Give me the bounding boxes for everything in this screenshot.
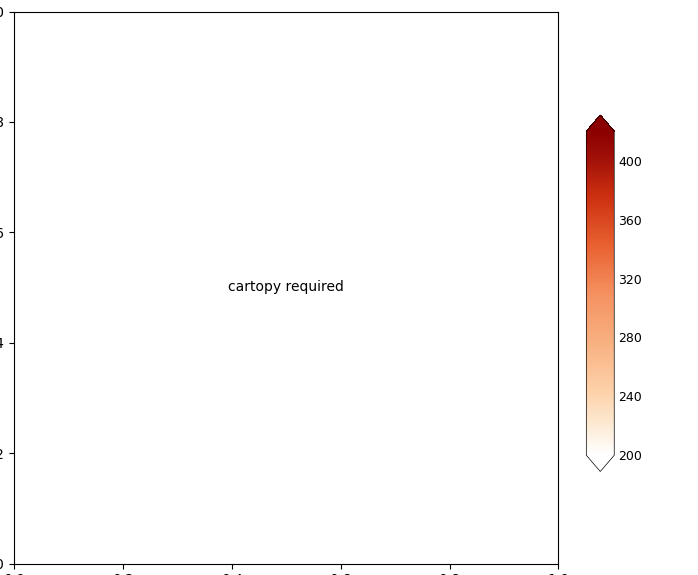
PathPatch shape: [586, 455, 614, 472]
PathPatch shape: [586, 115, 614, 131]
Text: cartopy required: cartopy required: [228, 281, 344, 294]
